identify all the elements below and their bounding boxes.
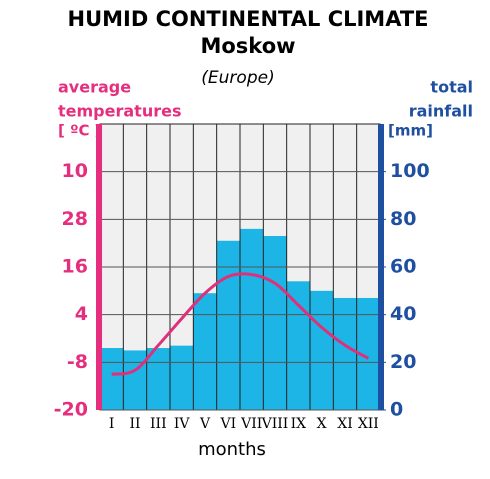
chart-title: HUMID CONTINENTAL CLIMATE bbox=[68, 7, 429, 31]
region: (Europe) bbox=[201, 68, 274, 88]
y-unit: [ ºC ] bbox=[58, 122, 102, 140]
x-tick-label: II bbox=[129, 416, 140, 432]
y-tick-label: -8 bbox=[67, 351, 88, 373]
x-tick-label: VI bbox=[220, 416, 237, 432]
bar bbox=[123, 350, 147, 410]
bar bbox=[193, 293, 217, 410]
x-tick-label: III bbox=[150, 416, 167, 432]
x-tick-label: VIII bbox=[261, 416, 289, 432]
bar bbox=[170, 345, 194, 410]
y2-tick-label: 80 bbox=[390, 208, 416, 230]
chart-subtitle: Moskow bbox=[200, 34, 295, 58]
bar bbox=[240, 228, 264, 410]
x-tick-label: IX bbox=[291, 416, 307, 432]
x-tick-label: X bbox=[317, 416, 327, 432]
bar bbox=[356, 297, 380, 410]
x-tick-label: XI bbox=[337, 416, 353, 432]
bar bbox=[100, 348, 124, 410]
y-tick-label: 10 bbox=[62, 160, 88, 182]
x-tick-label: I bbox=[109, 416, 115, 432]
y-label: average bbox=[58, 78, 131, 97]
x-tick-label: XII bbox=[358, 416, 379, 432]
x-tick-label: VII bbox=[240, 416, 262, 432]
y-tick-label: 16 bbox=[62, 256, 88, 278]
y2-tick-label: 40 bbox=[390, 303, 416, 325]
x-tick-label: V bbox=[199, 416, 211, 432]
y2-label: total bbox=[430, 78, 473, 97]
y2-tick-label: 0 bbox=[390, 399, 403, 421]
bar bbox=[286, 281, 310, 410]
y-tick-label: -20 bbox=[54, 399, 88, 421]
y2-tick-label: 60 bbox=[390, 256, 416, 278]
bar bbox=[146, 348, 170, 410]
y2-tick-label: 20 bbox=[390, 351, 416, 373]
y2-tick-label: 100 bbox=[390, 160, 430, 182]
y-axis bbox=[96, 124, 102, 410]
bar bbox=[333, 297, 357, 410]
y-tick-label: 28 bbox=[62, 208, 88, 230]
bar bbox=[263, 236, 287, 410]
y2-label: rainfall bbox=[409, 102, 473, 121]
y-tick-label: 4 bbox=[75, 303, 88, 325]
x-label: months bbox=[198, 439, 266, 460]
x-tick-label: IV bbox=[174, 416, 191, 432]
bar bbox=[216, 240, 240, 410]
temperature-line bbox=[111, 272, 370, 376]
y2-unit: [mm] bbox=[388, 122, 433, 140]
y-label: temperatures bbox=[58, 102, 181, 121]
bar bbox=[310, 290, 334, 410]
